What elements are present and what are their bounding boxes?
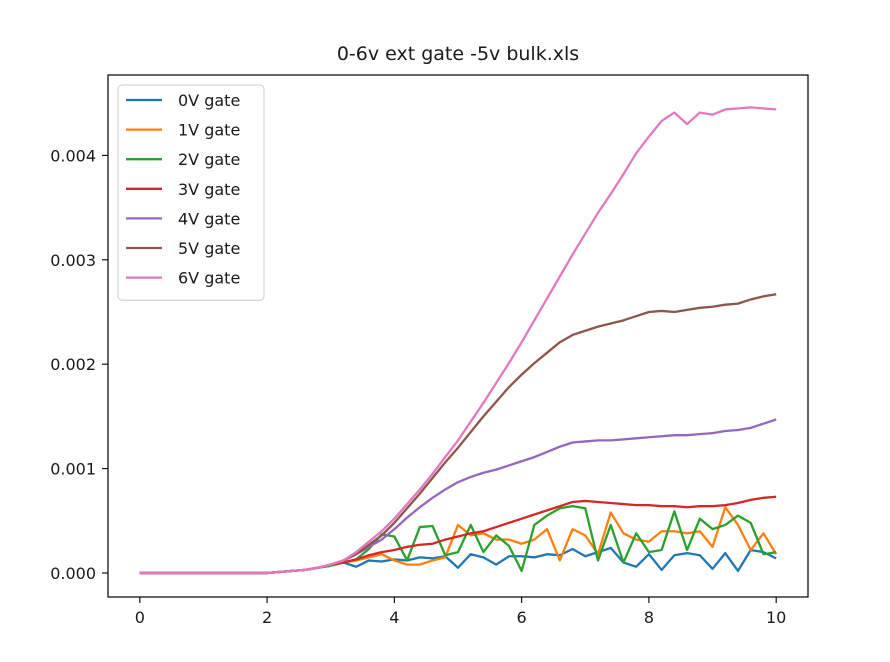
legend: 0V gate 1V gate 2V gate 3V gate 4V gate 5V ga… <box>117 84 265 301</box>
x-tick-label: 8 <box>644 608 654 627</box>
x-tick-label: 10 <box>766 608 786 627</box>
y-axis: 0.000 0.001 0.002 0.003 0.004 <box>50 146 108 583</box>
y-tick-label: 0.000 <box>50 564 96 583</box>
chart-title: 0-6v ext gate -5v bulk.xls <box>337 43 579 65</box>
plot-lines <box>139 106 778 575</box>
series-line-7 <box>139 106 777 575</box>
y-tick-label: 0.002 <box>50 355 96 374</box>
x-tick-label: 0 <box>135 608 145 627</box>
y-tick-label: 0.001 <box>50 460 96 479</box>
x-tick-label: 6 <box>517 608 527 627</box>
legend-box <box>117 84 265 301</box>
legend-label: 1V gate <box>178 121 240 140</box>
legend-label: 5V gate <box>178 239 240 258</box>
x-axis: 0 2 4 6 8 10 <box>135 597 786 627</box>
legend-label: 4V gate <box>178 209 240 228</box>
legend-label: 3V gate <box>178 180 240 199</box>
legend-label: 0V gate <box>178 91 240 110</box>
x-tick-label: 4 <box>389 608 399 627</box>
x-tick-label: 2 <box>262 608 272 627</box>
legend-label: 6V gate <box>178 269 240 288</box>
y-tick-label: 0.003 <box>50 251 96 270</box>
y-tick-label: 0.004 <box>50 146 96 165</box>
plot-frame <box>107 74 809 598</box>
legend-label: 2V gate <box>178 150 240 169</box>
